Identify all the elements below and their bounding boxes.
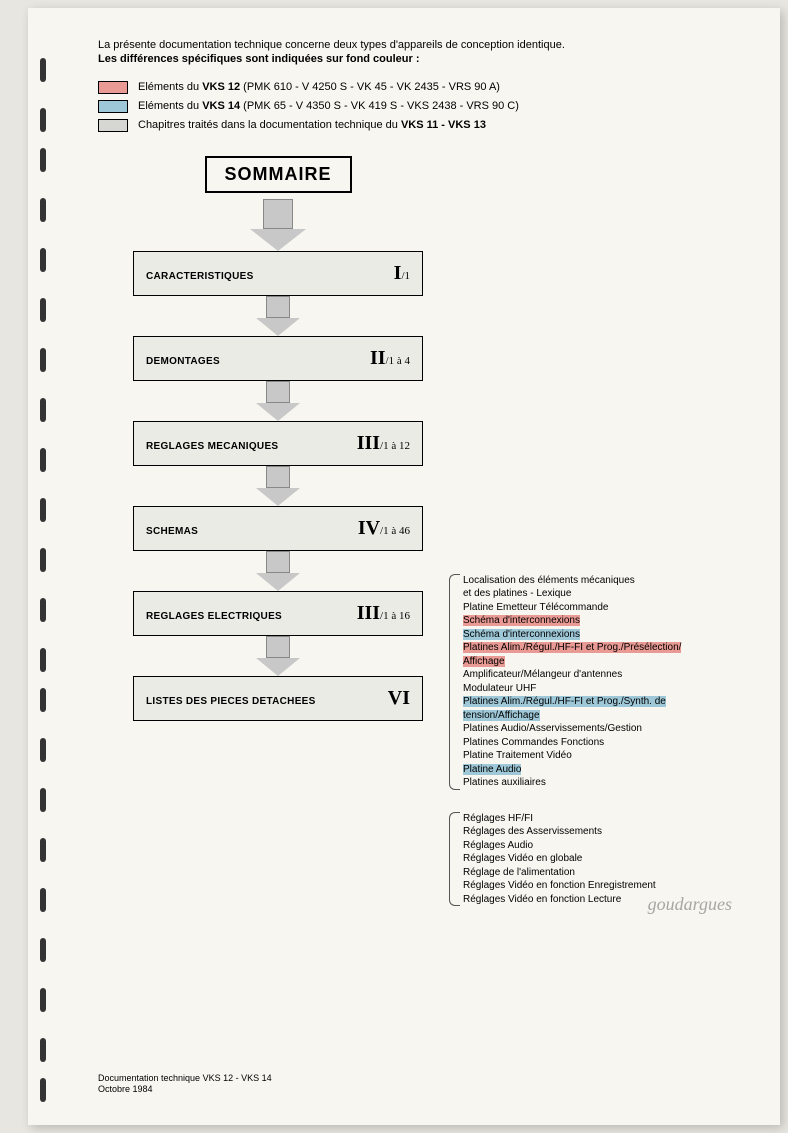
binder-hole	[40, 1038, 46, 1062]
detail-line: Réglage de l'alimentation	[463, 866, 656, 880]
brace-icon	[449, 574, 460, 790]
detail-line: Schéma d'interconnexions	[463, 614, 681, 628]
chapter-number: VI	[388, 687, 410, 710]
detail-line: Schéma d'interconnexions	[463, 628, 681, 642]
chapter-title: CARACTERISTIQUES	[146, 271, 254, 282]
arrow-icon	[133, 551, 423, 591]
binder-hole	[40, 738, 46, 762]
binder-hole	[40, 398, 46, 422]
binder-hole	[40, 348, 46, 372]
legend-row: Eléments du VKS 14 (PMK 65 - V 4350 S - …	[98, 100, 760, 113]
legend-text: Eléments du VKS 14 (PMK 65 - V 4350 S - …	[138, 100, 519, 112]
legend-row: Eléments du VKS 12 (PMK 610 - V 4250 S -…	[98, 81, 760, 94]
chapter-title: REGLAGES ELECTRIQUES	[146, 611, 282, 622]
binder-hole	[40, 298, 46, 322]
binder-hole	[40, 148, 46, 172]
reglages-detail-list: Réglages HF/FIRéglages des Asservissemen…	[463, 812, 656, 907]
binder-hole	[40, 598, 46, 622]
legend-swatch	[98, 119, 128, 132]
binder-hole	[40, 838, 46, 862]
binder-hole	[40, 1078, 46, 1102]
detail-line: Platines Alim./Régul./HF-FI et Prog./Pré…	[463, 641, 681, 655]
binder-hole	[40, 548, 46, 572]
detail-line: Affichage	[463, 655, 681, 669]
detail-line: Platines auxiliaires	[463, 776, 681, 790]
binder-hole	[40, 988, 46, 1012]
detail-line: Amplificateur/Mélangeur d'antennes	[463, 668, 681, 682]
chapter-box: CARACTERISTIQUES I/1	[133, 251, 423, 296]
detail-line: Platine Emetteur Télécommande	[463, 601, 681, 615]
chapter-title: REGLAGES MECANIQUES	[146, 441, 278, 452]
detail-line: Réglages Vidéo en fonction Enregistremen…	[463, 879, 656, 893]
detail-line: Modulateur UHF	[463, 682, 681, 696]
chapter-box: LISTES DES PIECES DETACHEES VI	[133, 676, 423, 721]
footer-line-1: Documentation technique VKS 12 - VKS 14	[98, 1073, 272, 1083]
chapter-box: SCHEMAS IV/1 à 46	[133, 506, 423, 551]
binder-hole	[40, 648, 46, 672]
binder-hole	[40, 938, 46, 962]
intro-line-2: Les différences spécifiques sont indiqué…	[98, 53, 420, 65]
brace-icon	[449, 812, 460, 907]
detail-line: Réglages Vidéo en fonction Lecture	[463, 893, 656, 907]
legend-row: Chapitres traités dans la documentation …	[98, 119, 760, 132]
flow-column: SOMMAIRE CARACTERISTIQUES I/1 DEMONTAGES II…	[98, 156, 428, 721]
detail-line: Réglages des Asservissements	[463, 825, 656, 839]
arrow-icon	[250, 199, 306, 251]
arrow-icon	[133, 466, 423, 506]
chapter-number: IV/1 à 46	[358, 517, 410, 540]
binder-hole	[40, 108, 46, 132]
watermark-text: goudargues	[648, 894, 732, 915]
detail-line: Platines Alim./Régul./HF-FI et Prog./Syn…	[463, 695, 681, 709]
detail-line: tension/Affichage	[463, 709, 681, 723]
detail-line: Réglages Vidéo en globale	[463, 852, 656, 866]
arrow-icon	[133, 381, 423, 421]
legend-text: Chapitres traités dans la documentation …	[138, 119, 486, 131]
detail-line: Réglages Audio	[463, 839, 656, 853]
binder-hole	[40, 498, 46, 522]
binder-holes	[38, 8, 63, 1125]
chapter-number: II/1 à 4	[370, 347, 410, 370]
chapter-number: I/1	[394, 262, 410, 285]
binder-hole	[40, 248, 46, 272]
binder-hole	[40, 788, 46, 812]
binder-hole	[40, 198, 46, 222]
legend-swatch	[98, 100, 128, 113]
arrow-icon	[133, 636, 423, 676]
intro-line-1: La présente documentation technique conc…	[98, 39, 565, 51]
legend-swatch	[98, 81, 128, 94]
binder-hole	[40, 888, 46, 912]
chapter-box: REGLAGES MECANIQUES III/1 à 12	[133, 421, 423, 466]
binder-hole	[40, 688, 46, 712]
arrow-icon	[133, 296, 423, 336]
chapter-number: III/1 à 16	[357, 602, 410, 625]
footer-line-2: Octobre 1984	[98, 1084, 153, 1094]
detail-line: Platines Commandes Fonctions	[463, 736, 681, 750]
detail-line: Réglages HF/FI	[463, 812, 656, 826]
binder-hole	[40, 448, 46, 472]
detail-line: Platine Traitement Vidéo	[463, 749, 681, 763]
binder-hole	[40, 58, 46, 82]
detail-line: Localisation des éléments mécaniques	[463, 574, 681, 588]
detail-line: et des platines - Lexique	[463, 587, 681, 601]
detail-line: Platines Audio/Asservissements/Gestion	[463, 722, 681, 736]
chapter-box: REGLAGES ELECTRIQUES III/1 à 16	[133, 591, 423, 636]
footer: Documentation technique VKS 12 - VKS 14 …	[98, 1073, 272, 1095]
chapter-box: DEMONTAGES II/1 à 4	[133, 336, 423, 381]
legend-text: Eléments du VKS 12 (PMK 610 - V 4250 S -…	[138, 81, 500, 93]
chapter-title: DEMONTAGES	[146, 356, 220, 367]
document-page: La présente documentation technique conc…	[28, 8, 780, 1125]
chapter-title: LISTES DES PIECES DETACHEES	[146, 696, 316, 707]
legend: Eléments du VKS 12 (PMK 610 - V 4250 S -…	[98, 81, 760, 132]
detail-line: Platine Audio	[463, 763, 681, 777]
schemas-detail-list: Localisation des éléments mécaniqueset d…	[463, 574, 681, 790]
chapter-title: SCHEMAS	[146, 526, 198, 537]
intro-text: La présente documentation technique conc…	[98, 38, 760, 67]
sommaire-title: SOMMAIRE	[205, 156, 352, 193]
flowchart: SOMMAIRE CARACTERISTIQUES I/1 DEMONTAGES II…	[98, 156, 760, 721]
chapter-number: III/1 à 12	[357, 432, 410, 455]
